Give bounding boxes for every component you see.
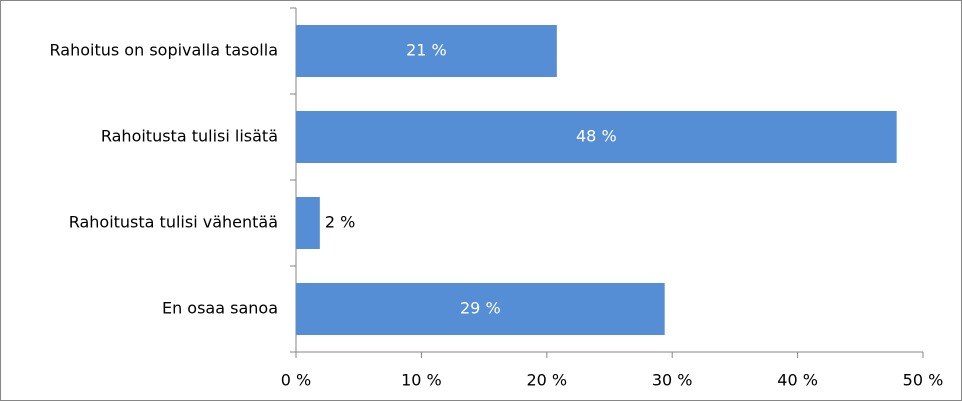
value-label: 48 % — [576, 127, 617, 146]
category-label: Rahoitus on sopivalla tasolla — [50, 41, 278, 60]
value-label: 21 % — [406, 41, 447, 60]
category-label: En osaa sanoa — [162, 299, 278, 318]
x-tick-label: 40 % — [777, 371, 818, 390]
bar — [296, 283, 665, 335]
bar — [296, 25, 557, 77]
x-tick-label: 50 % — [903, 371, 944, 390]
bar — [296, 111, 897, 163]
category-label: Rahoitusta tulisi lisätä — [101, 127, 278, 146]
x-tick-label: 20 % — [526, 371, 567, 390]
x-tick-label: 30 % — [652, 371, 693, 390]
x-tick-label: 10 % — [401, 371, 442, 390]
category-label: Rahoitusta tulisi vähentää — [69, 213, 278, 232]
value-label: 29 % — [460, 299, 501, 318]
bar — [296, 197, 320, 249]
x-tick-label: 0 % — [281, 371, 311, 390]
value-label: 2 % — [325, 213, 355, 232]
